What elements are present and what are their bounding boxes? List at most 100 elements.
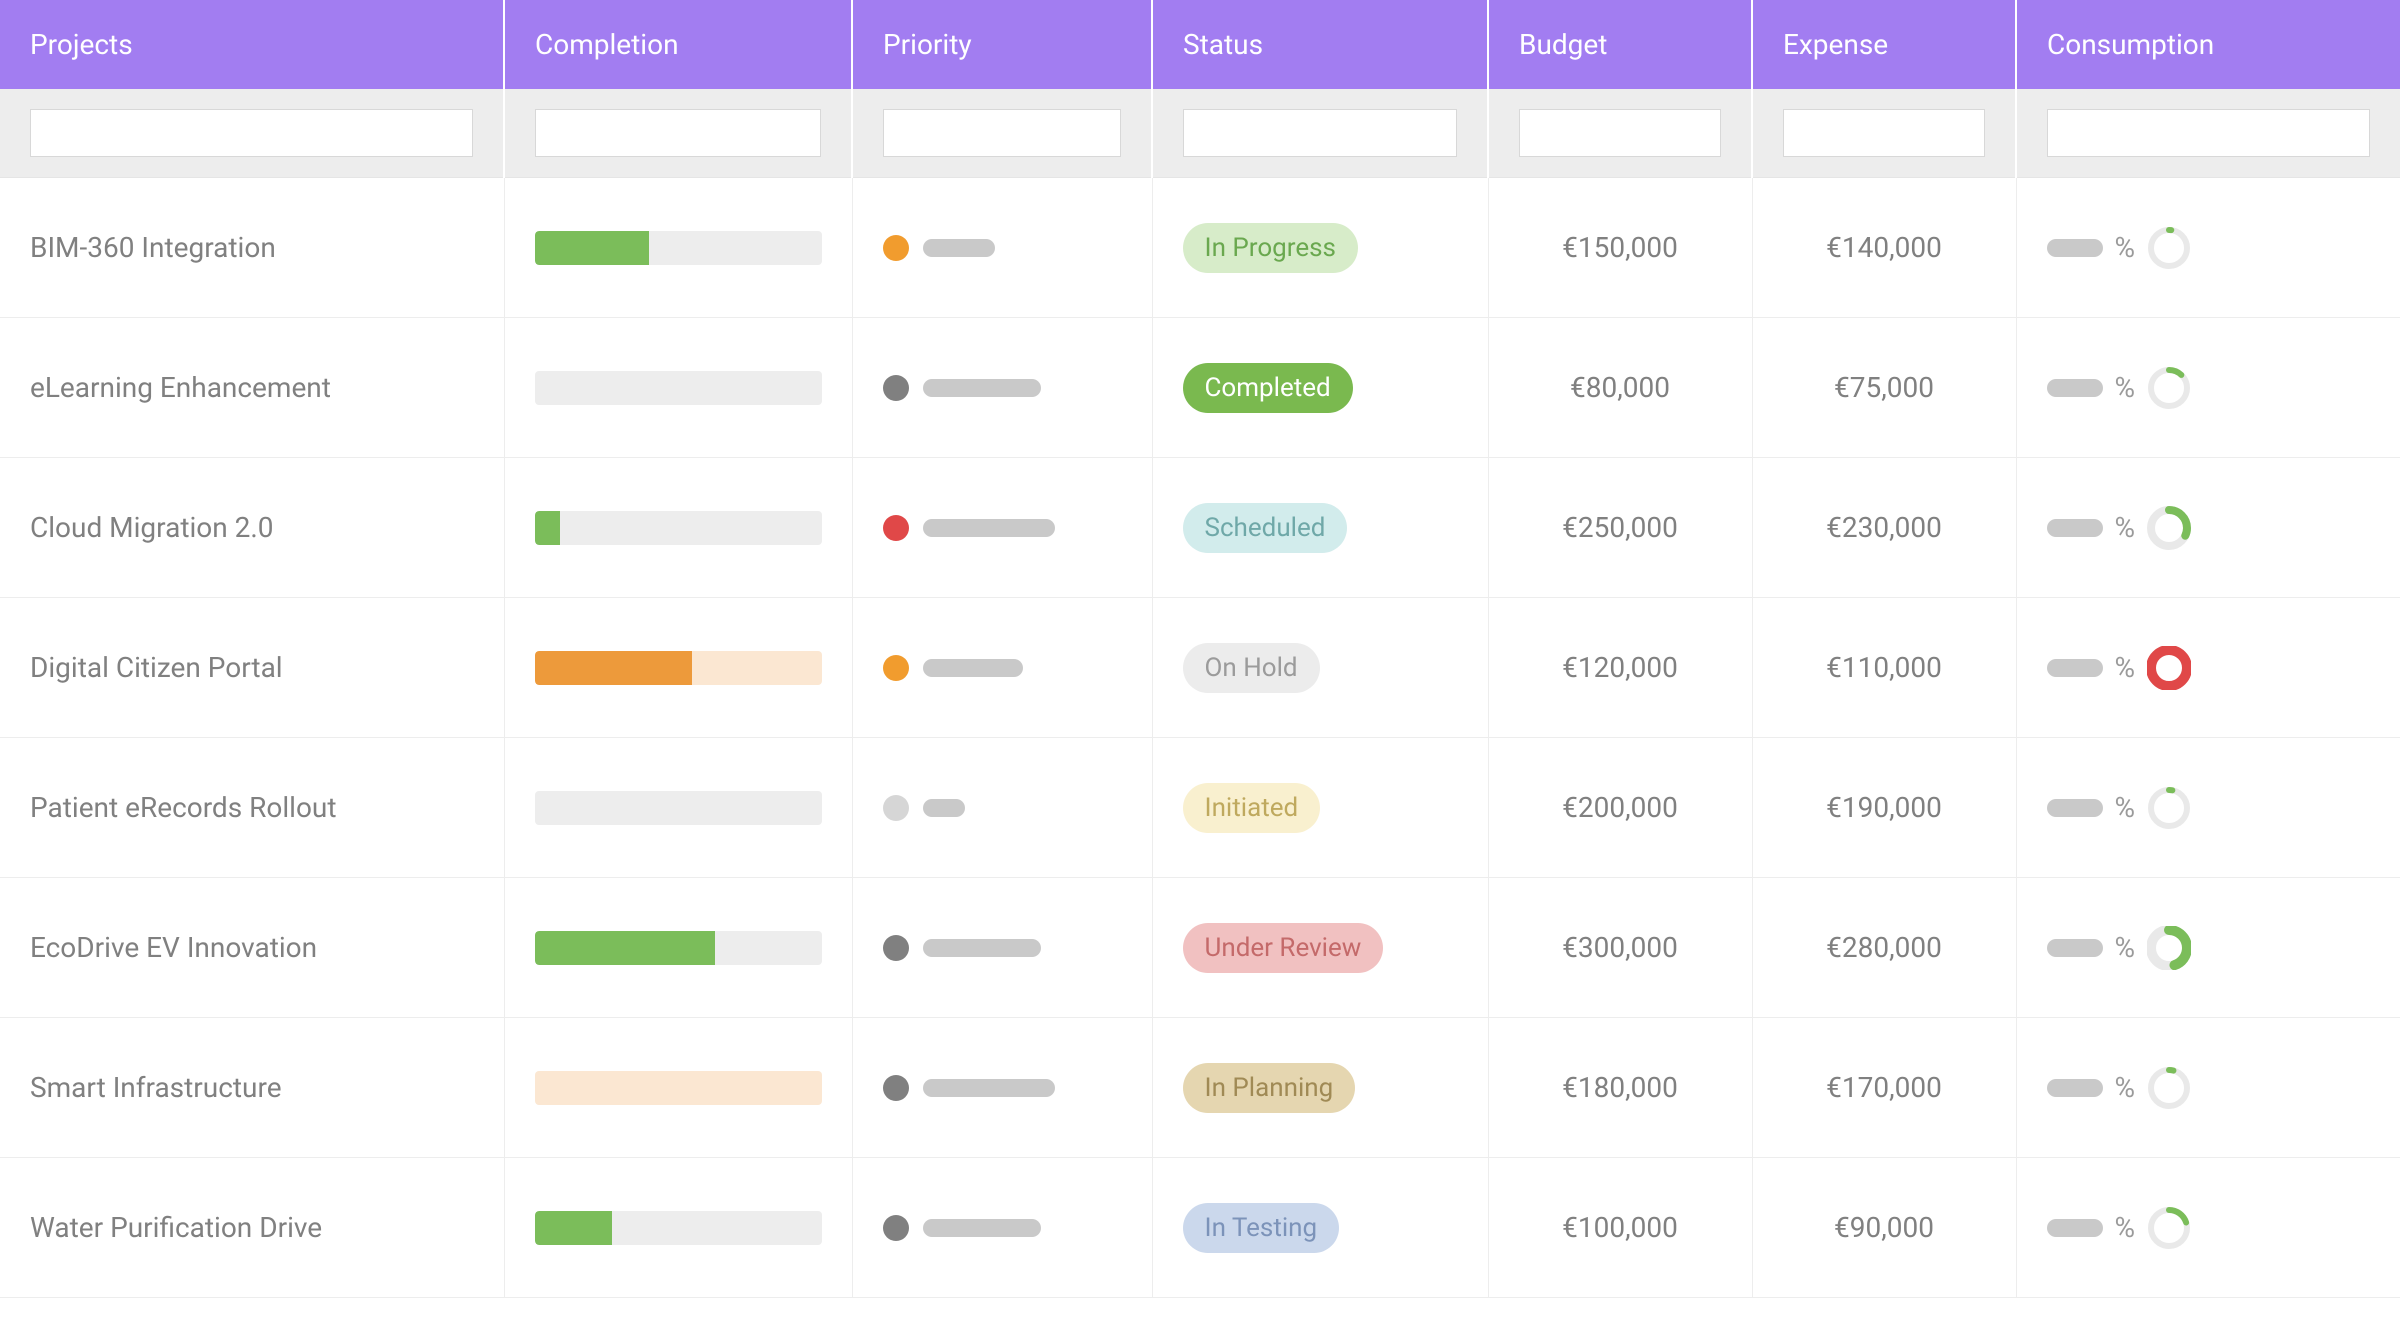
priority-bar xyxy=(923,379,1041,397)
cell-budget: €100,000 xyxy=(1488,1158,1752,1298)
header-expense[interactable]: Expense xyxy=(1752,0,2016,89)
table-row[interactable]: BIM-360 Integration In Progress €150,000… xyxy=(0,178,2400,318)
cell-priority xyxy=(852,318,1152,458)
header-completion[interactable]: Completion xyxy=(504,0,852,89)
consumption-percent-label: % xyxy=(2115,791,2136,824)
table-row[interactable]: Smart Infrastructure In Planning €180,00… xyxy=(0,1018,2400,1158)
filter-input-projects[interactable] xyxy=(30,109,473,157)
budget-value: €180,000 xyxy=(1562,1071,1678,1104)
header-projects[interactable]: Projects xyxy=(0,0,504,89)
cell-project: Patient eRecords Rollout xyxy=(0,738,504,878)
cell-project: Smart Infrastructure xyxy=(0,1018,504,1158)
filter-input-priority[interactable] xyxy=(883,109,1121,157)
cell-status: In Testing xyxy=(1152,1158,1488,1298)
consumption-percent-label: % xyxy=(2115,1071,2136,1104)
cell-status: Under Review xyxy=(1152,878,1488,1018)
cell-expense: €75,000 xyxy=(1752,318,2016,458)
priority-bar xyxy=(923,939,1041,957)
cell-status: In Progress xyxy=(1152,178,1488,318)
cell-expense: €190,000 xyxy=(1752,738,2016,878)
consumption-ring-icon xyxy=(2147,366,2191,410)
status-badge: In Planning xyxy=(1183,1063,1356,1113)
cell-priority xyxy=(852,178,1152,318)
table-row[interactable]: Cloud Migration 2.0 Scheduled €250,000 €… xyxy=(0,458,2400,598)
consumption-bar xyxy=(2047,379,2103,397)
filter-input-expense[interactable] xyxy=(1783,109,1985,157)
project-name: Patient eRecords Rollout xyxy=(30,791,337,824)
completion-progress-fill xyxy=(535,511,561,545)
consumption-bar xyxy=(2047,1079,2103,1097)
cell-consumption: % xyxy=(2016,598,2400,738)
completion-progress xyxy=(535,1071,822,1105)
consumption-bar xyxy=(2047,659,2103,677)
filter-input-consumption[interactable] xyxy=(2047,109,2370,157)
expense-value: €190,000 xyxy=(1826,791,1942,824)
consumption-indicator: % xyxy=(2047,926,2371,970)
priority-dot-icon xyxy=(883,795,909,821)
header-priority[interactable]: Priority xyxy=(852,0,1152,89)
header-label: Consumption xyxy=(2047,28,2214,61)
cell-completion xyxy=(504,318,852,458)
header-budget[interactable]: Budget xyxy=(1488,0,1752,89)
cell-consumption: % xyxy=(2016,738,2400,878)
cell-priority xyxy=(852,1158,1152,1298)
budget-value: €150,000 xyxy=(1562,231,1678,264)
completion-progress xyxy=(535,1211,822,1245)
priority-dot-icon xyxy=(883,935,909,961)
consumption-bar xyxy=(2047,939,2103,957)
cell-budget: €250,000 xyxy=(1488,458,1752,598)
consumption-indicator: % xyxy=(2047,1066,2371,1110)
cell-priority xyxy=(852,878,1152,1018)
priority-dot-icon xyxy=(883,655,909,681)
cell-status: On Hold xyxy=(1152,598,1488,738)
priority-bar xyxy=(923,659,1023,677)
expense-value: €230,000 xyxy=(1826,511,1942,544)
filter-input-status[interactable] xyxy=(1183,109,1457,157)
cell-expense: €280,000 xyxy=(1752,878,2016,1018)
cell-budget: €150,000 xyxy=(1488,178,1752,318)
project-name: EcoDrive EV Innovation xyxy=(30,931,317,964)
cell-status: Scheduled xyxy=(1152,458,1488,598)
expense-value: €170,000 xyxy=(1826,1071,1942,1104)
budget-value: €100,000 xyxy=(1562,1211,1678,1244)
cell-budget: €180,000 xyxy=(1488,1018,1752,1158)
cell-consumption: % xyxy=(2016,318,2400,458)
consumption-ring-icon xyxy=(2147,506,2191,550)
status-badge: Initiated xyxy=(1183,783,1321,833)
header-label: Projects xyxy=(30,28,133,61)
consumption-ring-icon xyxy=(2147,1206,2191,1250)
priority-dot-icon xyxy=(883,1075,909,1101)
header-status[interactable]: Status xyxy=(1152,0,1488,89)
priority-indicator xyxy=(883,655,1122,681)
table-row[interactable]: EcoDrive EV Innovation Under Review €300… xyxy=(0,878,2400,1018)
status-badge: In Progress xyxy=(1183,223,1358,273)
expense-value: €280,000 xyxy=(1826,931,1942,964)
filter-input-completion[interactable] xyxy=(535,109,821,157)
completion-progress xyxy=(535,931,822,965)
budget-value: €120,000 xyxy=(1562,651,1678,684)
filter-input-budget[interactable] xyxy=(1519,109,1721,157)
completion-progress xyxy=(535,511,822,545)
cell-status: In Planning xyxy=(1152,1018,1488,1158)
table-row[interactable]: eLearning Enhancement Completed €80,000 … xyxy=(0,318,2400,458)
table-row[interactable]: Patient eRecords Rollout Initiated €200,… xyxy=(0,738,2400,878)
project-name: Digital Citizen Portal xyxy=(30,651,283,684)
cell-consumption: % xyxy=(2016,1158,2400,1298)
project-name: BIM-360 Integration xyxy=(30,231,276,264)
completion-progress-fill xyxy=(535,931,716,965)
status-badge: On Hold xyxy=(1183,643,1320,693)
priority-dot-icon xyxy=(883,515,909,541)
budget-value: €300,000 xyxy=(1562,931,1678,964)
consumption-indicator: % xyxy=(2047,366,2371,410)
consumption-indicator: % xyxy=(2047,506,2371,550)
status-badge: Scheduled xyxy=(1183,503,1348,553)
cell-consumption: % xyxy=(2016,1018,2400,1158)
priority-dot-icon xyxy=(883,375,909,401)
cell-completion xyxy=(504,178,852,318)
completion-progress-fill xyxy=(535,1211,612,1245)
cell-priority xyxy=(852,598,1152,738)
table-row[interactable]: Water Purification Drive In Testing €100… xyxy=(0,1158,2400,1298)
table-row[interactable]: Digital Citizen Portal On Hold €120,000 … xyxy=(0,598,2400,738)
budget-value: €200,000 xyxy=(1562,791,1678,824)
header-consumption[interactable]: Consumption xyxy=(2016,0,2400,89)
